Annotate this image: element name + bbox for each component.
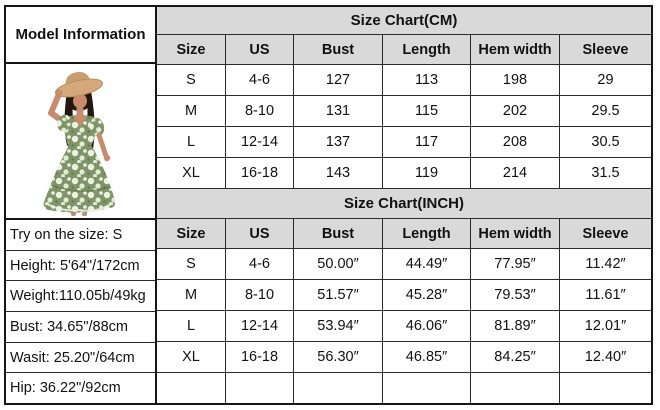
cm-cell: 127 <box>293 65 382 96</box>
empty-cell <box>559 373 651 403</box>
model-info-row-hip: Hip: 36.22"/92cm <box>10 380 121 397</box>
cm-col-header-hem: Hem width <box>470 35 559 65</box>
inch-chart-header: Size US Bust Length Hem width Sleeve <box>157 219 651 249</box>
cm-cell: 8-10 <box>225 96 293 127</box>
cm-cell: XL <box>157 158 225 189</box>
cm-chart-title: Size Chart(CM) <box>157 7 651 35</box>
inch-col-header-sleeve: Sleeve <box>559 219 651 249</box>
inch-cell: 56.30″ <box>293 342 382 373</box>
inch-cell: 46.85″ <box>382 342 470 373</box>
cm-cell: 31.5 <box>559 158 651 189</box>
inch-cell: 46.06″ <box>382 311 470 342</box>
empty-row <box>157 373 651 403</box>
model-info-panel: Model Information <box>6 7 157 403</box>
cm-cell: 113 <box>382 65 470 96</box>
inch-row-s: S 4-6 50.00″ 44.49″ 77.95″ 11.42″ <box>157 249 651 280</box>
inch-cell: 11.42″ <box>559 249 651 280</box>
model-info-row-weight: Weight:110.05b/49kg <box>6 281 155 313</box>
cm-cell: 131 <box>293 96 382 127</box>
cm-cell: 208 <box>470 127 559 158</box>
model-info-row-bust: Bust: 34.65"/88cm <box>6 312 155 343</box>
cm-cell: 115 <box>382 96 470 127</box>
cm-col-header-us: US <box>225 35 293 65</box>
cm-cell: 117 <box>382 127 470 158</box>
inch-cell: 11.61″ <box>559 280 651 311</box>
cm-cell: 4-6 <box>225 65 293 96</box>
inch-cell: 81.89″ <box>470 311 559 342</box>
cm-cell: 29 <box>559 65 651 96</box>
size-chart-tables: Size Chart(CM) Size US Bust Length Hem w… <box>157 7 651 403</box>
cm-cell: 143 <box>293 158 382 189</box>
inch-cell: 12-14 <box>225 311 293 342</box>
model-info-row-waist: Wasit: 25.20"/64cm <box>6 343 155 374</box>
cm-cell: 12-14 <box>225 127 293 158</box>
cm-cell: S <box>157 65 225 96</box>
cm-chart-header: Size US Bust Length Hem width Sleeve <box>157 35 651 65</box>
cm-cell: 30.5 <box>559 127 651 158</box>
empty-cell <box>225 373 293 403</box>
inch-cell: 12.40″ <box>559 342 651 373</box>
inch-cell: L <box>157 311 225 342</box>
cm-cell: 119 <box>382 158 470 189</box>
size-chart-sheet: Model Information <box>4 5 653 405</box>
inch-cell: 79.53″ <box>470 280 559 311</box>
inch-row-xl: XL 16-18 56.30″ 46.85″ 84.25″ 12.40″ <box>157 342 651 373</box>
cm-col-header-bust: Bust <box>293 35 382 65</box>
cm-col-header-size: Size <box>157 35 225 65</box>
empty-cell <box>157 373 225 403</box>
cm-cell: 29.5 <box>559 96 651 127</box>
cm-cell: 137 <box>293 127 382 158</box>
cm-row-xl: XL 16-18 143 119 214 31.5 <box>157 158 651 189</box>
cm-cell: 202 <box>470 96 559 127</box>
inch-cell: 51.57″ <box>293 280 382 311</box>
cm-cell: M <box>157 96 225 127</box>
inch-cell: 50.00″ <box>293 249 382 280</box>
cm-cell: 214 <box>470 158 559 189</box>
inch-col-header-us: US <box>225 219 293 249</box>
inch-cell: M <box>157 280 225 311</box>
inch-row-m: M 8-10 51.57″ 45.28″ 79.53″ 11.61″ <box>157 280 651 311</box>
inch-cell: 8-10 <box>225 280 293 311</box>
empty-cell <box>382 373 470 403</box>
model-info-row-tryon: Try on the size: S <box>6 220 155 251</box>
model-info-title: Model Information <box>6 7 155 64</box>
inch-cell: 44.49″ <box>382 249 470 280</box>
cm-row-s: S 4-6 127 113 198 29 <box>157 65 651 96</box>
cm-cell: 16-18 <box>225 158 293 189</box>
inch-col-header-length: Length <box>382 219 470 249</box>
inch-chart-title: Size Chart(INCH) <box>157 189 651 219</box>
empty-cell <box>293 373 382 403</box>
model-info-row-height: Height: 5'64"/172cm <box>6 251 155 282</box>
inch-cell: S <box>157 249 225 280</box>
inch-col-header-bust: Bust <box>293 219 382 249</box>
model-photo <box>6 64 155 220</box>
inch-cell: 77.95″ <box>470 249 559 280</box>
cm-row-m: M 8-10 131 115 202 29.5 <box>157 96 651 127</box>
empty-cell <box>470 373 559 403</box>
model-photo-illustration <box>43 71 116 216</box>
cm-row-l: L 12-14 137 117 208 30.5 <box>157 127 651 158</box>
inch-cell: 84.25″ <box>470 342 559 373</box>
cm-col-header-sleeve: Sleeve <box>559 35 651 65</box>
inch-cell: 12.01″ <box>559 311 651 342</box>
cm-col-header-length: Length <box>382 35 470 65</box>
inch-cell: 4-6 <box>225 249 293 280</box>
inch-cell: 53.94″ <box>293 311 382 342</box>
cm-cell: L <box>157 127 225 158</box>
inch-cell: 45.28″ <box>382 280 470 311</box>
cm-cell: 198 <box>470 65 559 96</box>
inch-cell: XL <box>157 342 225 373</box>
inch-row-l: L 12-14 53.94″ 46.06″ 81.89″ 12.01″ <box>157 311 651 342</box>
inch-col-header-size: Size <box>157 219 225 249</box>
inch-col-header-hem: Hem width <box>470 219 559 249</box>
inch-cell: 16-18 <box>225 342 293 373</box>
